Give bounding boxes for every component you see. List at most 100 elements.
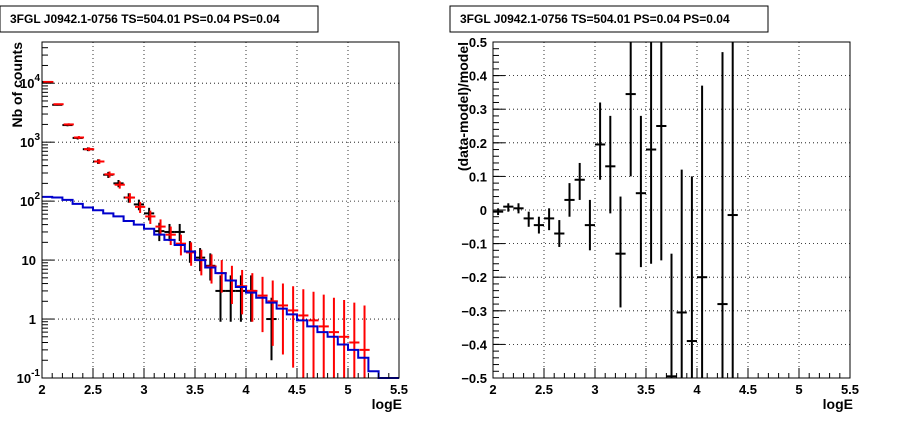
- x-tick-label: 2.5: [84, 382, 102, 397]
- data-point: [164, 223, 175, 242]
- x-tick-label: 2: [489, 382, 496, 397]
- y-tick-label: 0.5: [469, 35, 487, 50]
- residual-point: [503, 203, 514, 212]
- residual-point: [595, 102, 606, 180]
- residual-point: [666, 253, 677, 378]
- residual-series: [493, 42, 738, 378]
- residual-point: [564, 183, 575, 217]
- residual-title-box: [449, 5, 769, 33]
- y-tick-label: 103: [20, 132, 40, 150]
- counts-title: 3FGL J0942.1-0756 TS=504.01 PS=0.04 PS=0…: [10, 12, 280, 26]
- counts-y-axis-title: Nb of counts: [9, 42, 25, 128]
- residual-point: [584, 199, 595, 251]
- residual-grid: [493, 42, 850, 378]
- counts-ticks: [41, 41, 400, 379]
- y-tick-label: −0.3: [461, 304, 487, 319]
- counts-title-box: [0, 5, 319, 33]
- model-point: [328, 297, 340, 378]
- residual-point: [544, 208, 555, 231]
- residual-point: [574, 162, 585, 200]
- y-tick-label: −0.2: [461, 270, 487, 285]
- model-point: [308, 291, 319, 378]
- counts-plot: 3FGL J0942.1-0756 TS=504.01 PS=0.04 PS=0…: [0, 5, 408, 412]
- residual-point: [635, 115, 646, 268]
- model-point: [247, 273, 258, 322]
- model-point: [145, 210, 156, 224]
- x-tick-label: 3: [140, 382, 147, 397]
- residual-point: [656, 42, 667, 261]
- model-point: [298, 289, 309, 378]
- model-point: [135, 201, 146, 213]
- model-point: [267, 280, 278, 346]
- model-point: [165, 226, 176, 246]
- x-tick-label: 5.5: [841, 382, 859, 397]
- x-tick-label: 2: [38, 382, 45, 397]
- y-tick-label: 0.3: [469, 102, 487, 117]
- residual-x-tick-labels: 2 2.5 3 3.5 4 4.5 5 5.5: [489, 382, 859, 397]
- model-point: [339, 300, 350, 378]
- residual-point: [697, 85, 708, 378]
- residual-point: [615, 196, 626, 308]
- y-tick-label: −0.1: [461, 237, 487, 252]
- model-point: [124, 193, 136, 203]
- residual-ticks: [492, 41, 851, 379]
- residual-title: 3FGL J0942.1-0756 TS=504.01 PS=0.04 PS=0…: [460, 12, 730, 26]
- x-tick-label: 2.5: [535, 382, 553, 397]
- residual-point: [676, 169, 687, 378]
- model-point: [114, 181, 125, 189]
- x-tick-label: 5: [795, 382, 802, 397]
- model-point: [359, 305, 370, 378]
- data-point: [113, 180, 124, 188]
- counts-x-tick-labels: 2 2.5 3 3.5 4 4.5 5 5.5: [38, 382, 408, 397]
- model-point: [104, 171, 115, 178]
- model-point: [277, 283, 289, 355]
- y-tick-label: 0.4: [469, 69, 488, 84]
- x-tick-label: 3.5: [186, 382, 204, 397]
- residual-y-axis-title: (data-model)/model: [455, 42, 471, 171]
- model-point: [318, 294, 329, 378]
- residual-point: [686, 176, 697, 378]
- model-point: [53, 103, 64, 106]
- residual-point: [646, 42, 657, 264]
- model-histogram-line: [42, 195, 399, 379]
- x-tick-label: 5.5: [390, 382, 408, 397]
- counts-y-tick-labels: 10-1 1 10 102 103 104: [17, 73, 41, 386]
- x-tick-label: 4.5: [288, 382, 306, 397]
- data-point: [215, 275, 226, 322]
- model-point: [73, 136, 85, 140]
- y-tick-label: 10-1: [17, 368, 41, 386]
- model-point: [349, 302, 360, 378]
- residual-point: [493, 208, 504, 216]
- x-tick-label: 4.5: [739, 382, 757, 397]
- data-point: [266, 297, 277, 361]
- residual-point: [533, 216, 544, 234]
- residual-point: [625, 42, 636, 177]
- x-tick-label: 5: [344, 382, 351, 397]
- residual-x-axis-title: logE: [823, 396, 853, 412]
- model-point: [63, 123, 74, 126]
- y-tick-label: 0: [480, 203, 487, 218]
- y-tick-label: −0.5: [461, 371, 487, 386]
- residual-point: [717, 52, 728, 378]
- x-tick-label: 4: [242, 382, 250, 397]
- y-tick-label: 102: [20, 191, 40, 209]
- model-point: [84, 147, 95, 152]
- counts-series: [42, 80, 399, 379]
- model-point: [94, 159, 105, 164]
- y-tick-label: 1: [29, 312, 36, 327]
- model-point: [257, 276, 268, 333]
- y-tick-label: −0.4: [461, 337, 487, 352]
- residual-plot: 3FGL J0942.1-0756 TS=504.01 PS=0.04 PS=0…: [449, 5, 859, 412]
- residual-point: [523, 211, 534, 227]
- model-point: [155, 219, 166, 236]
- x-tick-label: 3.5: [637, 382, 655, 397]
- data-point: [235, 275, 246, 322]
- model-point: [43, 80, 54, 83]
- residual-point: [513, 203, 524, 214]
- y-tick-label: 104: [20, 73, 40, 91]
- data-point: [174, 223, 185, 242]
- counts-x-axis-title: logE: [372, 396, 402, 412]
- data-point: [225, 275, 236, 322]
